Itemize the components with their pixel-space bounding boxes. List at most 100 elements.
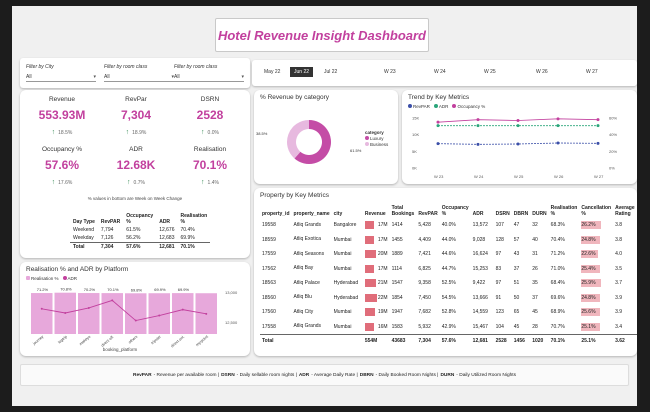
cancellation-bar bbox=[581, 293, 600, 302]
kpi-dsrn: DSRN 2528 ↑ 0.0% bbox=[170, 96, 250, 136]
col-header[interactable]: Total Bookings bbox=[391, 205, 415, 217]
timeline-jul[interactable]: Jul 22 bbox=[324, 69, 338, 75]
kpi-card: Revenue 553.93M ↑ 18.5% RevPar 7,304 ↑ 18.… bbox=[20, 90, 250, 258]
table-title: Property by Key Metrics bbox=[260, 192, 329, 199]
col-header[interactable]: DURN bbox=[532, 211, 547, 217]
slice-label: 61.5% bbox=[350, 148, 362, 153]
cell: 12,681 bbox=[156, 242, 178, 251]
trend-chart: 15K 10K 5K 0K 60% 40% 20% 0% W 23 W 24 W 25 W 26 W 2… bbox=[412, 116, 617, 180]
realisation-point bbox=[134, 319, 137, 322]
room-class-filter-2[interactable]: Filter by room class All ▾ bbox=[174, 64, 244, 82]
arrow-up-icon: ↑ bbox=[51, 179, 56, 186]
timeline-slicer: May 22 Jun 22 Jul 22 W 23 W 24 W 25 W 26… bbox=[252, 60, 637, 86]
cell: 3.8 bbox=[615, 222, 623, 229]
kpi-change: 18.9% bbox=[132, 130, 147, 136]
col-header[interactable]: ADR bbox=[472, 211, 484, 217]
bar-direct-off- bbox=[101, 293, 123, 334]
col-header[interactable]: Average Rating bbox=[615, 205, 635, 217]
timeline-w25[interactable]: W 25 bbox=[484, 69, 496, 75]
cell: 43 bbox=[513, 251, 520, 258]
cell: Total bbox=[70, 242, 98, 251]
revpar-point bbox=[436, 142, 440, 146]
cell: 2528 bbox=[493, 333, 512, 348]
cell: 7,794 bbox=[100, 227, 114, 233]
glossary-term: ADR bbox=[298, 372, 310, 378]
table-row: 17558 Atliq Grands Mumbai 16M 1583 5,932 42.9%… bbox=[260, 320, 637, 335]
cell: 7,421 bbox=[418, 251, 431, 258]
chart-title: Realisation % and ADR by Platform bbox=[26, 266, 129, 273]
filter-value: All bbox=[104, 74, 110, 80]
cell: 4.0 bbox=[615, 251, 623, 258]
cell: 68.3% bbox=[550, 222, 565, 229]
cancellation-bar bbox=[581, 264, 601, 273]
cell: 123 bbox=[495, 309, 504, 316]
room-class-filter[interactable]: Filter by room class All ▾ bbox=[104, 64, 174, 82]
cell: 97 bbox=[495, 251, 502, 258]
occupancy-point bbox=[556, 117, 560, 121]
cell: 3.8 bbox=[615, 236, 623, 243]
cell: 17560 bbox=[262, 309, 276, 316]
timeline-may[interactable]: May 22 bbox=[264, 69, 281, 75]
cell: 9,422 bbox=[472, 280, 486, 287]
cell: 43683 bbox=[389, 333, 417, 348]
cancellation-bar bbox=[581, 221, 601, 230]
col-header[interactable]: property_id bbox=[262, 211, 290, 217]
cell: 50 bbox=[513, 294, 520, 301]
cell: Hyderabad bbox=[333, 294, 359, 301]
timeline-w27[interactable]: W 27 bbox=[586, 69, 598, 75]
col-header[interactable]: Cancellation % bbox=[581, 205, 612, 217]
cell: 1947 bbox=[391, 309, 403, 316]
trend-card: Trend by Key Metrics RevPAR ADR Occupanc… bbox=[402, 90, 637, 184]
platform-chart-card: Realisation % and ADR by Platform Realis… bbox=[20, 262, 250, 356]
col-header[interactable]: DSRN bbox=[495, 211, 510, 217]
cell: Atliq Exotica bbox=[293, 236, 322, 242]
cell: 32 bbox=[532, 222, 538, 229]
cell: 1889 bbox=[391, 251, 403, 258]
cell: 54.5% bbox=[441, 294, 456, 301]
chevron-down-icon: ▾ bbox=[171, 74, 174, 80]
chart-title: Trend by Key Metrics bbox=[408, 94, 470, 101]
adr-point bbox=[596, 124, 600, 128]
cell: 25.6% bbox=[579, 305, 613, 320]
filter-value: All bbox=[174, 74, 180, 80]
cell: 3.5 bbox=[615, 265, 623, 272]
legend-swatch bbox=[408, 104, 412, 108]
city-filter[interactable]: Filter by City All ▾ bbox=[26, 64, 96, 82]
cell: Mumbai bbox=[333, 323, 352, 330]
revpar-point bbox=[556, 141, 560, 145]
x-tick: myrpoint bbox=[195, 334, 209, 347]
col-header[interactable]: Occupancy % bbox=[441, 205, 469, 217]
col-header[interactable]: DBRN bbox=[513, 211, 529, 217]
occupancy-point bbox=[436, 120, 440, 124]
filter-value: All bbox=[26, 74, 32, 80]
timeline-w24[interactable]: W 24 bbox=[434, 69, 446, 75]
cell: 22M bbox=[363, 291, 390, 306]
col-header[interactable]: city bbox=[333, 211, 343, 217]
cell: 68.9% bbox=[550, 309, 565, 316]
cell: 16,624 bbox=[472, 251, 488, 258]
adr-point bbox=[476, 124, 480, 128]
cell: 12,676 bbox=[159, 227, 175, 233]
timeline-w26[interactable]: W 26 bbox=[536, 69, 548, 75]
kpi-occupancy: Occupancy % 57.6% ↑ 17.6% bbox=[22, 146, 102, 186]
col-header[interactable]: Realisation % bbox=[550, 205, 578, 217]
timeline-jun[interactable]: Jun 22 bbox=[290, 67, 314, 77]
col-header[interactable]: Revenue bbox=[364, 211, 386, 217]
cell: Mumbai bbox=[333, 251, 352, 258]
y-tick: 10K bbox=[412, 132, 419, 137]
occupancy-point bbox=[516, 119, 520, 122]
revpar-line bbox=[437, 142, 599, 145]
x-tick: W 24 bbox=[474, 174, 484, 179]
timeline-w23[interactable]: W 23 bbox=[384, 69, 396, 75]
kpi-change: 0.7% bbox=[133, 180, 145, 186]
revenue-bar bbox=[364, 293, 377, 302]
col-header[interactable]: property_name bbox=[293, 211, 330, 217]
cell: 26 bbox=[532, 265, 538, 272]
cell: 71.2% bbox=[550, 251, 565, 258]
cell: 37 bbox=[513, 265, 520, 272]
kpi-realisation: Realisation 70.1% ↑ 1.4% bbox=[170, 146, 250, 186]
col-header[interactable]: RevPAR bbox=[418, 211, 438, 217]
bar-others bbox=[125, 293, 147, 334]
cell: 1114 bbox=[391, 265, 402, 272]
legend-label: ADR bbox=[67, 276, 78, 281]
